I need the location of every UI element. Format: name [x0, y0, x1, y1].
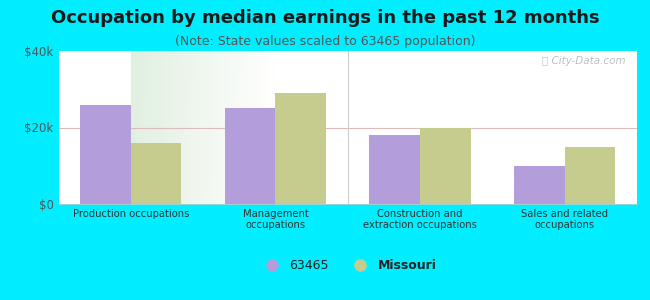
Text: Occupation by median earnings in the past 12 months: Occupation by median earnings in the pas…: [51, 9, 599, 27]
Text: (Note: State values scaled to 63465 population): (Note: State values scaled to 63465 popu…: [175, 34, 475, 47]
Bar: [80, 105, 131, 204]
Bar: [420, 128, 471, 204]
Bar: [514, 166, 565, 204]
Bar: [369, 135, 420, 204]
Bar: [276, 93, 326, 204]
Bar: [565, 147, 616, 204]
Text: ⓘ City-Data.com: ⓘ City-Data.com: [542, 56, 625, 66]
Bar: [225, 108, 276, 204]
Bar: [131, 143, 181, 204]
Legend: 63465, Missouri: 63465, Missouri: [254, 254, 441, 277]
